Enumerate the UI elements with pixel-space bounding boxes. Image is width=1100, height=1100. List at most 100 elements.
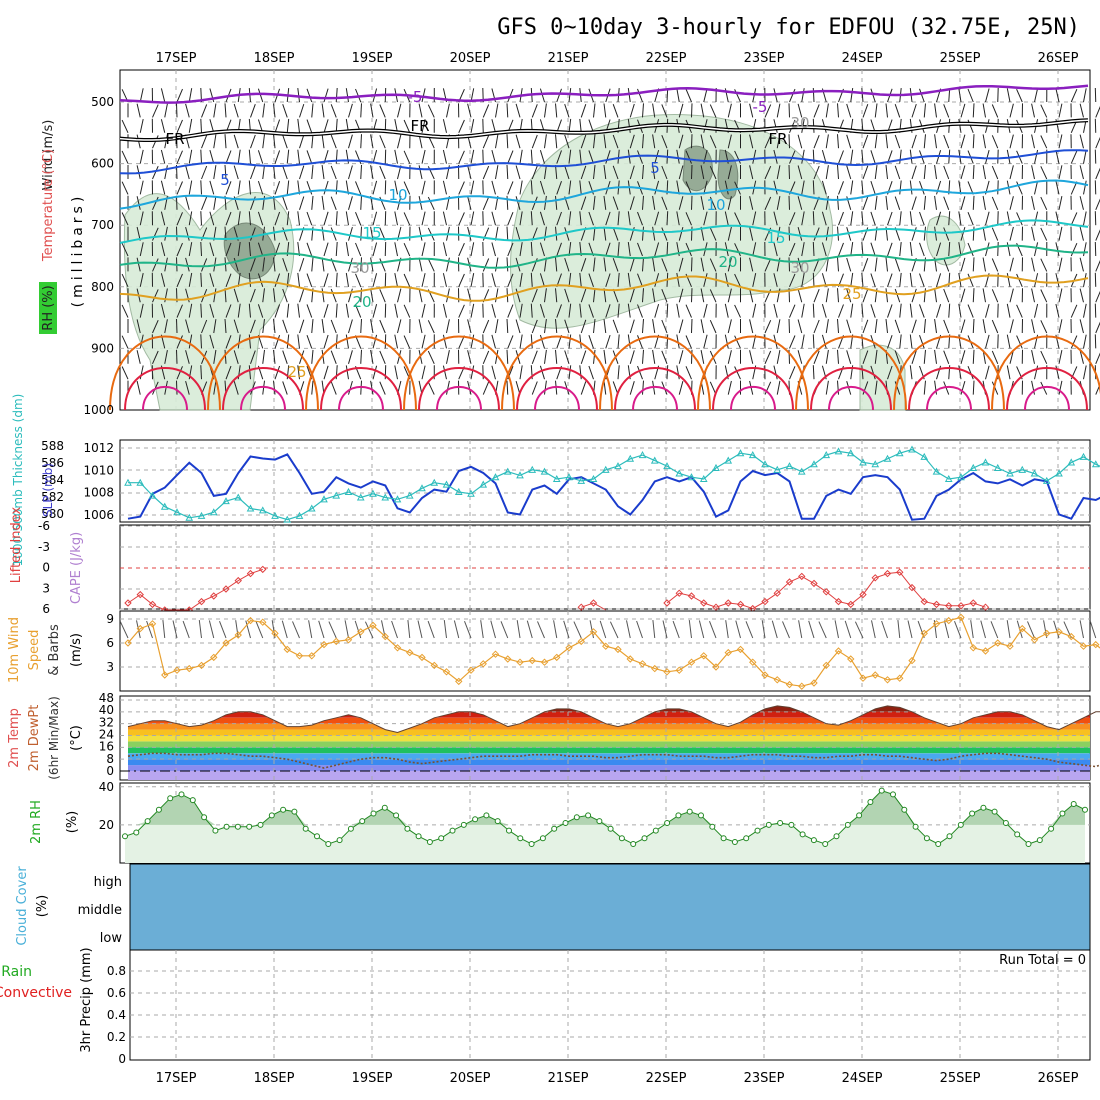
bottom-date-label: 23SEP — [744, 1071, 785, 1086]
thickness-point — [846, 449, 855, 457]
wind-barb — [972, 195, 975, 210]
wind-barb — [678, 134, 684, 149]
wind-barb — [515, 196, 521, 210]
wind-barb — [530, 241, 533, 257]
wind-barb — [678, 165, 684, 180]
wind-barb — [1055, 149, 1060, 164]
wind-barb — [1083, 365, 1087, 380]
wind-barb — [967, 88, 974, 103]
cloud-panel: high middle low Cloud Cover (%) — [15, 863, 1091, 951]
thickness-point — [197, 511, 206, 519]
wind-barb — [555, 134, 558, 149]
wind-barb — [176, 318, 178, 334]
near-surface-isotherm — [222, 367, 304, 411]
precip-ylabel-2: Convective — [0, 985, 72, 1001]
wind-barb — [201, 319, 208, 334]
wind-barb — [654, 273, 660, 287]
wind-barb — [837, 257, 839, 272]
wind10m-point — [283, 645, 291, 654]
wind-barb — [821, 180, 827, 195]
wind-barb — [727, 196, 732, 210]
rh2m-point — [810, 837, 817, 844]
wind-barb — [152, 319, 159, 334]
wind-barb — [661, 258, 668, 272]
wind-barb — [491, 180, 496, 195]
wind-barb-10m — [652, 620, 656, 639]
y-tick-label: 582 — [41, 490, 64, 504]
wind-barb — [531, 165, 538, 180]
wind-barb — [470, 273, 475, 287]
wind-barb — [297, 272, 300, 287]
wind-barb — [164, 134, 168, 149]
wind-barb — [825, 195, 829, 210]
wind-barb — [1058, 226, 1063, 241]
wind-barb — [911, 319, 917, 334]
near-surface-isotherm — [810, 367, 892, 411]
wind-barb — [734, 212, 741, 226]
y-tick-label: 0.4 — [107, 1008, 126, 1022]
wind10m-point — [528, 656, 536, 665]
wind-barb — [1006, 88, 1011, 103]
wind-barb — [813, 227, 820, 241]
wind-barb-10m — [292, 621, 300, 639]
wind-barb — [617, 365, 620, 380]
wind-barb — [188, 211, 193, 226]
wind-barb — [372, 242, 378, 257]
wind-barb — [297, 334, 300, 349]
wind-barb — [470, 149, 475, 164]
wind-barb — [934, 319, 937, 334]
wind-barb — [531, 350, 538, 364]
wind-barb — [617, 149, 620, 164]
bottom-date-axis: 17SEP 18SEP 19SEP 20SEP 21SEP 22SEP 23SEP 24SEP… — [156, 1071, 1079, 1086]
wind-barb — [642, 349, 644, 364]
near-surface-isotherm — [730, 386, 776, 411]
wind-barb — [482, 350, 490, 364]
wind-barb — [1031, 195, 1035, 210]
wind-barb — [491, 242, 496, 257]
lifted-index-point — [197, 597, 206, 606]
wind-barb — [588, 304, 594, 318]
wind-barb-10m — [255, 621, 264, 639]
wind-barb — [394, 149, 398, 164]
rh2m-point — [257, 821, 264, 828]
wind-barb — [421, 88, 426, 103]
rh2m-ylabel-2: (%) — [65, 811, 80, 834]
wind-barb-10m — [563, 620, 570, 639]
wind-barb — [233, 103, 239, 118]
wind-barb — [580, 165, 587, 180]
wind-barb — [1058, 165, 1063, 180]
wind-barb — [224, 164, 227, 180]
wind-barb — [427, 104, 435, 118]
precip-grid — [130, 950, 1090, 1060]
wind-barb — [164, 350, 168, 364]
wind-barb — [209, 303, 215, 318]
wind-barb-10m — [834, 620, 839, 639]
wind-barb — [593, 349, 596, 364]
wind-barb — [580, 134, 587, 149]
wind-barb — [233, 319, 239, 334]
wind-barb — [139, 180, 144, 195]
wind-barb — [991, 319, 999, 334]
wind-barb-10m — [391, 620, 398, 639]
wind-barb — [776, 196, 781, 210]
y-tick-label: 0.8 — [107, 964, 126, 978]
isotherm-line — [119, 274, 1089, 302]
wind-barb — [176, 150, 183, 164]
wind-barb — [579, 211, 582, 226]
wind-barb — [323, 273, 329, 287]
wind-barb — [985, 88, 990, 103]
wind-barb — [213, 103, 217, 118]
wind-barb — [850, 180, 854, 195]
wind-barb — [911, 196, 917, 210]
wind-barb — [274, 119, 281, 133]
y-tick-label: 40 — [99, 703, 114, 717]
wind-barb — [335, 303, 338, 318]
wind-barb — [446, 349, 450, 364]
wind-barb — [1095, 229, 1100, 241]
rh2m-point — [731, 839, 738, 845]
wind-barb — [652, 257, 656, 272]
wind-barb — [773, 242, 778, 257]
wind-barb — [861, 303, 864, 318]
wind-barb — [861, 149, 864, 164]
